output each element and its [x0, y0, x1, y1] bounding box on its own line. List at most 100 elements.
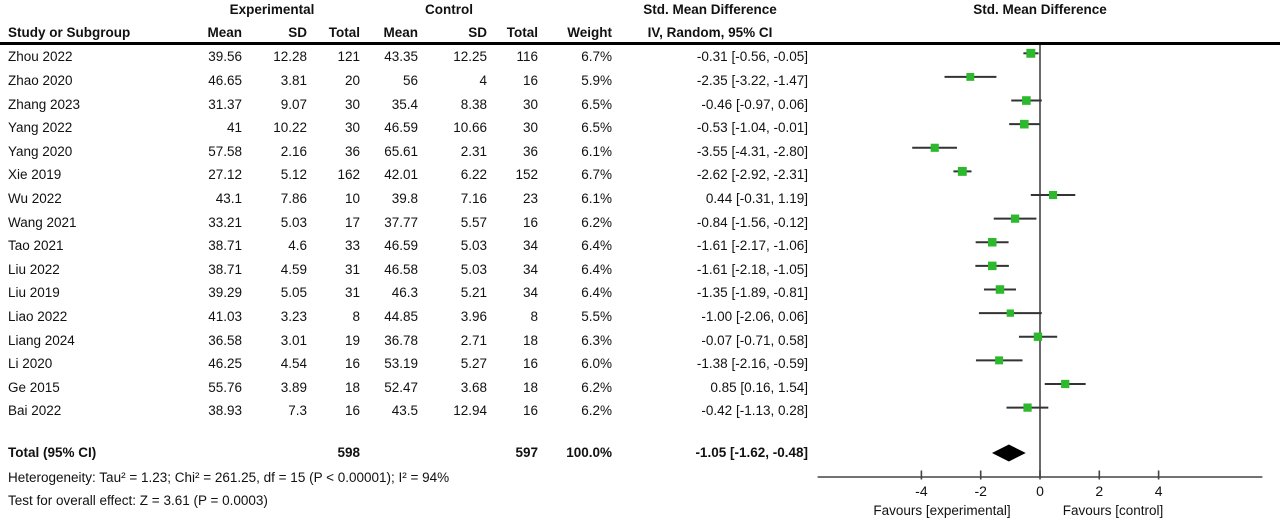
smd-ci-text: -1.00 [-2.06, 0.06]: [701, 309, 808, 324]
mean-experimental: 46.65: [208, 72, 242, 88]
effect-marker: [1048, 190, 1058, 200]
weight: 6.4%: [581, 285, 612, 301]
study-name: Yang 2020: [8, 143, 73, 159]
effect-marker: [988, 261, 997, 271]
table-row: Li 2020 46.25 4.54 16 53.19 5.27 16 6.0% -1.38 […: [0, 352, 1280, 376]
total-control: 18: [522, 379, 538, 395]
mean-experimental: 38.93: [208, 403, 242, 419]
table-row: Tao 2021 38.71 4.6 33 46.59 5.03 34 6.4% -1.61 […: [0, 234, 1280, 258]
mean-control: 65.61: [384, 143, 418, 159]
effect-marker: [995, 285, 1005, 294]
smd-ci-text: -2.35 [-3.22, -1.47]: [696, 72, 808, 88]
effect-marker: [1033, 332, 1043, 341]
total-experimental: 10: [344, 190, 360, 206]
total-experimental: 18: [344, 379, 360, 395]
footer-statistics: Heterogeneity: Tau² = 1.23; Chi² = 261.2…: [8, 466, 449, 512]
total-experimental: 30: [344, 96, 360, 112]
mean-experimental: 39.56: [208, 49, 242, 65]
table-row: Ge 2015 55.76 3.89 18 52.47 3.68 18 6.2% 0.85 [0…: [0, 376, 1280, 400]
mean-control: 44.85: [384, 309, 418, 324]
table-row: Liu 2019 39.29 5.05 31 46.3 5.21 34 6.4% -1.35 […: [0, 281, 1280, 305]
sd-experimental: 12.28: [273, 49, 307, 65]
sd-control: 12.25: [453, 49, 487, 65]
mean-control: 53.19: [384, 356, 418, 372]
group-header-experimental: Experimental: [229, 2, 315, 17]
total-control: 16: [522, 214, 538, 230]
table-row: Yang 2020 57.58 2.16 36 65.61 2.31 36 6.1% -3.55…: [0, 139, 1280, 163]
total-control: 8: [530, 309, 538, 324]
study-name: Liu 2019: [8, 285, 60, 301]
total-experimental: 8: [352, 309, 360, 324]
weight: 5.5%: [581, 309, 612, 324]
sd-experimental: 10.22: [273, 120, 307, 136]
table-row: Yang 2022 41 10.22 30 46.59 10.66 30 6.5% -0.53 …: [0, 116, 1280, 140]
mean-experimental: 36.58: [208, 332, 242, 348]
total-smd-ci-text: -1.05 [-1.62, -0.48]: [695, 445, 808, 461]
weight: 6.1%: [581, 190, 612, 206]
sd-experimental: 5.12: [280, 167, 307, 183]
total-control: 152: [515, 167, 538, 183]
smd-ci-text: -3.55 [-4.31, -2.80]: [696, 143, 808, 159]
total-experimental: 162: [337, 167, 360, 183]
smd-ci-text: 0.85 [0.16, 1.54]: [710, 379, 808, 395]
sd-control: 6.22: [460, 167, 487, 183]
mean-experimental: 31.37: [208, 96, 242, 112]
axis-tick-label: 0: [1036, 483, 1044, 499]
sd-experimental: 3.01: [280, 332, 307, 348]
table-row: Zhou 2022 39.56 12.28 121 43.35 12.25 116 6.7% -…: [0, 45, 1280, 69]
smd-ci-text: -0.46 [-0.97, 0.06]: [701, 96, 808, 112]
effect-marker: [1019, 119, 1029, 129]
sd-experimental: 3.81: [280, 72, 307, 88]
weight: 6.5%: [581, 120, 612, 136]
table-row: Wu 2022 43.1 7.86 10 39.8 7.16 23 6.1% 0.44 [-0.…: [0, 187, 1280, 211]
mean-control: 46.59: [384, 120, 418, 136]
mean-experimental: 38.71: [208, 261, 242, 277]
col-header-total-experimental: Total: [328, 25, 360, 41]
weight: 6.4%: [581, 261, 612, 277]
total-experimental: 20: [344, 72, 360, 88]
weight: 6.2%: [581, 403, 612, 419]
effect-marker: [930, 143, 939, 152]
mean-control: 35.4: [391, 96, 418, 112]
effect-marker: [966, 72, 975, 81]
weight: 6.3%: [581, 332, 612, 348]
axis-tick-label: 2: [1095, 483, 1103, 499]
weight: 6.4%: [581, 238, 612, 254]
total-experimental: 33: [344, 238, 360, 254]
mean-control: 46.59: [384, 238, 418, 254]
sd-control: 3.96: [460, 309, 487, 324]
mean-experimental: 38.71: [208, 238, 242, 254]
sd-experimental: 7.3: [288, 403, 307, 419]
smd-ci-text: -2.62 [-2.92, -2.31]: [696, 167, 808, 183]
effect-marker: [1022, 96, 1031, 105]
smd-ci-text: -0.31 [-0.56, -0.05]: [696, 49, 808, 65]
sd-control: 3.68: [460, 379, 487, 395]
smd-ci-text: -0.53 [-1.04, -0.01]: [696, 120, 808, 136]
smd-ci-text: -0.07 [-0.71, 0.58]: [701, 332, 808, 348]
favours-right-label: Favours [control]: [1062, 503, 1164, 518]
total-control: 34: [522, 285, 538, 301]
header-divider-rule: [0, 42, 1280, 45]
mean-control: 56: [402, 72, 418, 88]
weight: 6.7%: [581, 49, 612, 65]
axis-tick-label: 4: [1155, 483, 1163, 499]
col-header-study: Study or Subgroup: [8, 25, 131, 41]
study-name: Zhang 2023: [8, 96, 81, 112]
study-name: Ge 2015: [8, 379, 60, 395]
mean-control: 43.35: [384, 49, 418, 65]
mean-control: 42.01: [384, 167, 418, 183]
total-control: 16: [522, 72, 538, 88]
sd-control: 8.38: [460, 96, 487, 112]
effect-marker: [988, 238, 997, 247]
effect-marker: [1061, 379, 1070, 389]
effect-marker: [1023, 403, 1032, 412]
group-header-control: Control: [425, 2, 473, 17]
study-name: Bai 2022: [8, 403, 62, 419]
total-experimental: 16: [344, 403, 360, 419]
weight: 5.9%: [581, 72, 612, 88]
effect-marker: [957, 166, 967, 176]
col-header-smd-method: IV, Random, 95% CI: [647, 25, 773, 41]
study-name: Tao 2021: [8, 238, 64, 254]
mean-control: 46.3: [391, 285, 418, 301]
